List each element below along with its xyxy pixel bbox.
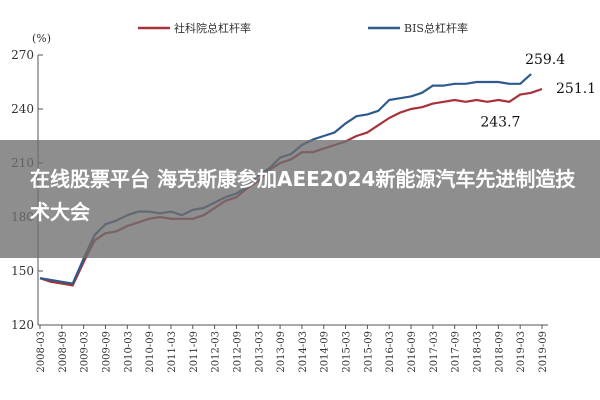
x-tick-label: 2012-09	[232, 331, 243, 373]
x-tick-label: 2008-09	[58, 331, 69, 373]
x-tick-label: 2018-09	[494, 331, 505, 373]
y-tick-label: 240	[11, 102, 34, 116]
y-axis-unit-label: (%)	[32, 32, 51, 45]
x-tick-label: 2010-03	[123, 331, 134, 373]
x-tick-label: 2017-03	[429, 331, 440, 373]
headline-banner	[0, 140, 600, 258]
x-tick-label: 2019-09	[538, 331, 549, 373]
x-tick-label: 2011-09	[189, 331, 200, 373]
x-tick-label: 2012-03	[211, 331, 222, 373]
y-tick-label: 150	[11, 264, 34, 278]
data-annotations: 259.4 251.1 243.7	[480, 52, 596, 130]
headline-text[interactable]: 在线股票平台 海克斯康参加AEE2024新能源汽车先进制造技术大会	[30, 167, 576, 224]
x-tick-label: 2013-03	[254, 331, 265, 373]
annotation-label-2: 251.1	[556, 81, 596, 97]
x-tick-label: 2013-09	[276, 331, 287, 373]
annotation-label-3: 243.7	[480, 114, 520, 130]
x-tick-label: 2011-03	[167, 331, 178, 373]
x-tick-label: 2010-09	[145, 331, 156, 373]
x-tick-label: 2016-03	[385, 331, 396, 373]
y-tick-label: 270	[11, 48, 34, 62]
x-tick-label: 2017-09	[451, 331, 462, 373]
x-axis: 2008-03 2008-09 2009-03 2009-09 2010-03 2010-…	[36, 324, 549, 373]
x-tick-label: 2009-03	[80, 331, 91, 373]
x-tick-label: 2018-03	[473, 331, 484, 373]
legend-label-2: BIS总杠杆率	[404, 21, 468, 35]
x-tick-label: 2009-09	[101, 331, 112, 373]
x-tick-label: 2014-03	[298, 331, 309, 373]
legend-label-1: 社科院总杠杆率	[174, 21, 251, 35]
x-tick-label: 2008-03	[36, 331, 47, 373]
x-tick-label: 2014-09	[320, 331, 331, 373]
annotation-label-1: 259.4	[525, 52, 565, 68]
x-tick-label: 2015-09	[363, 331, 374, 373]
y-tick-label: 120	[11, 318, 34, 332]
x-tick-label: 2019-03	[516, 331, 527, 373]
chart-legend: 社科院总杠杆率 BIS总杠杆率	[138, 21, 468, 35]
x-tick-label: 2016-09	[407, 331, 418, 373]
x-tick-label: 2015-03	[342, 331, 353, 373]
